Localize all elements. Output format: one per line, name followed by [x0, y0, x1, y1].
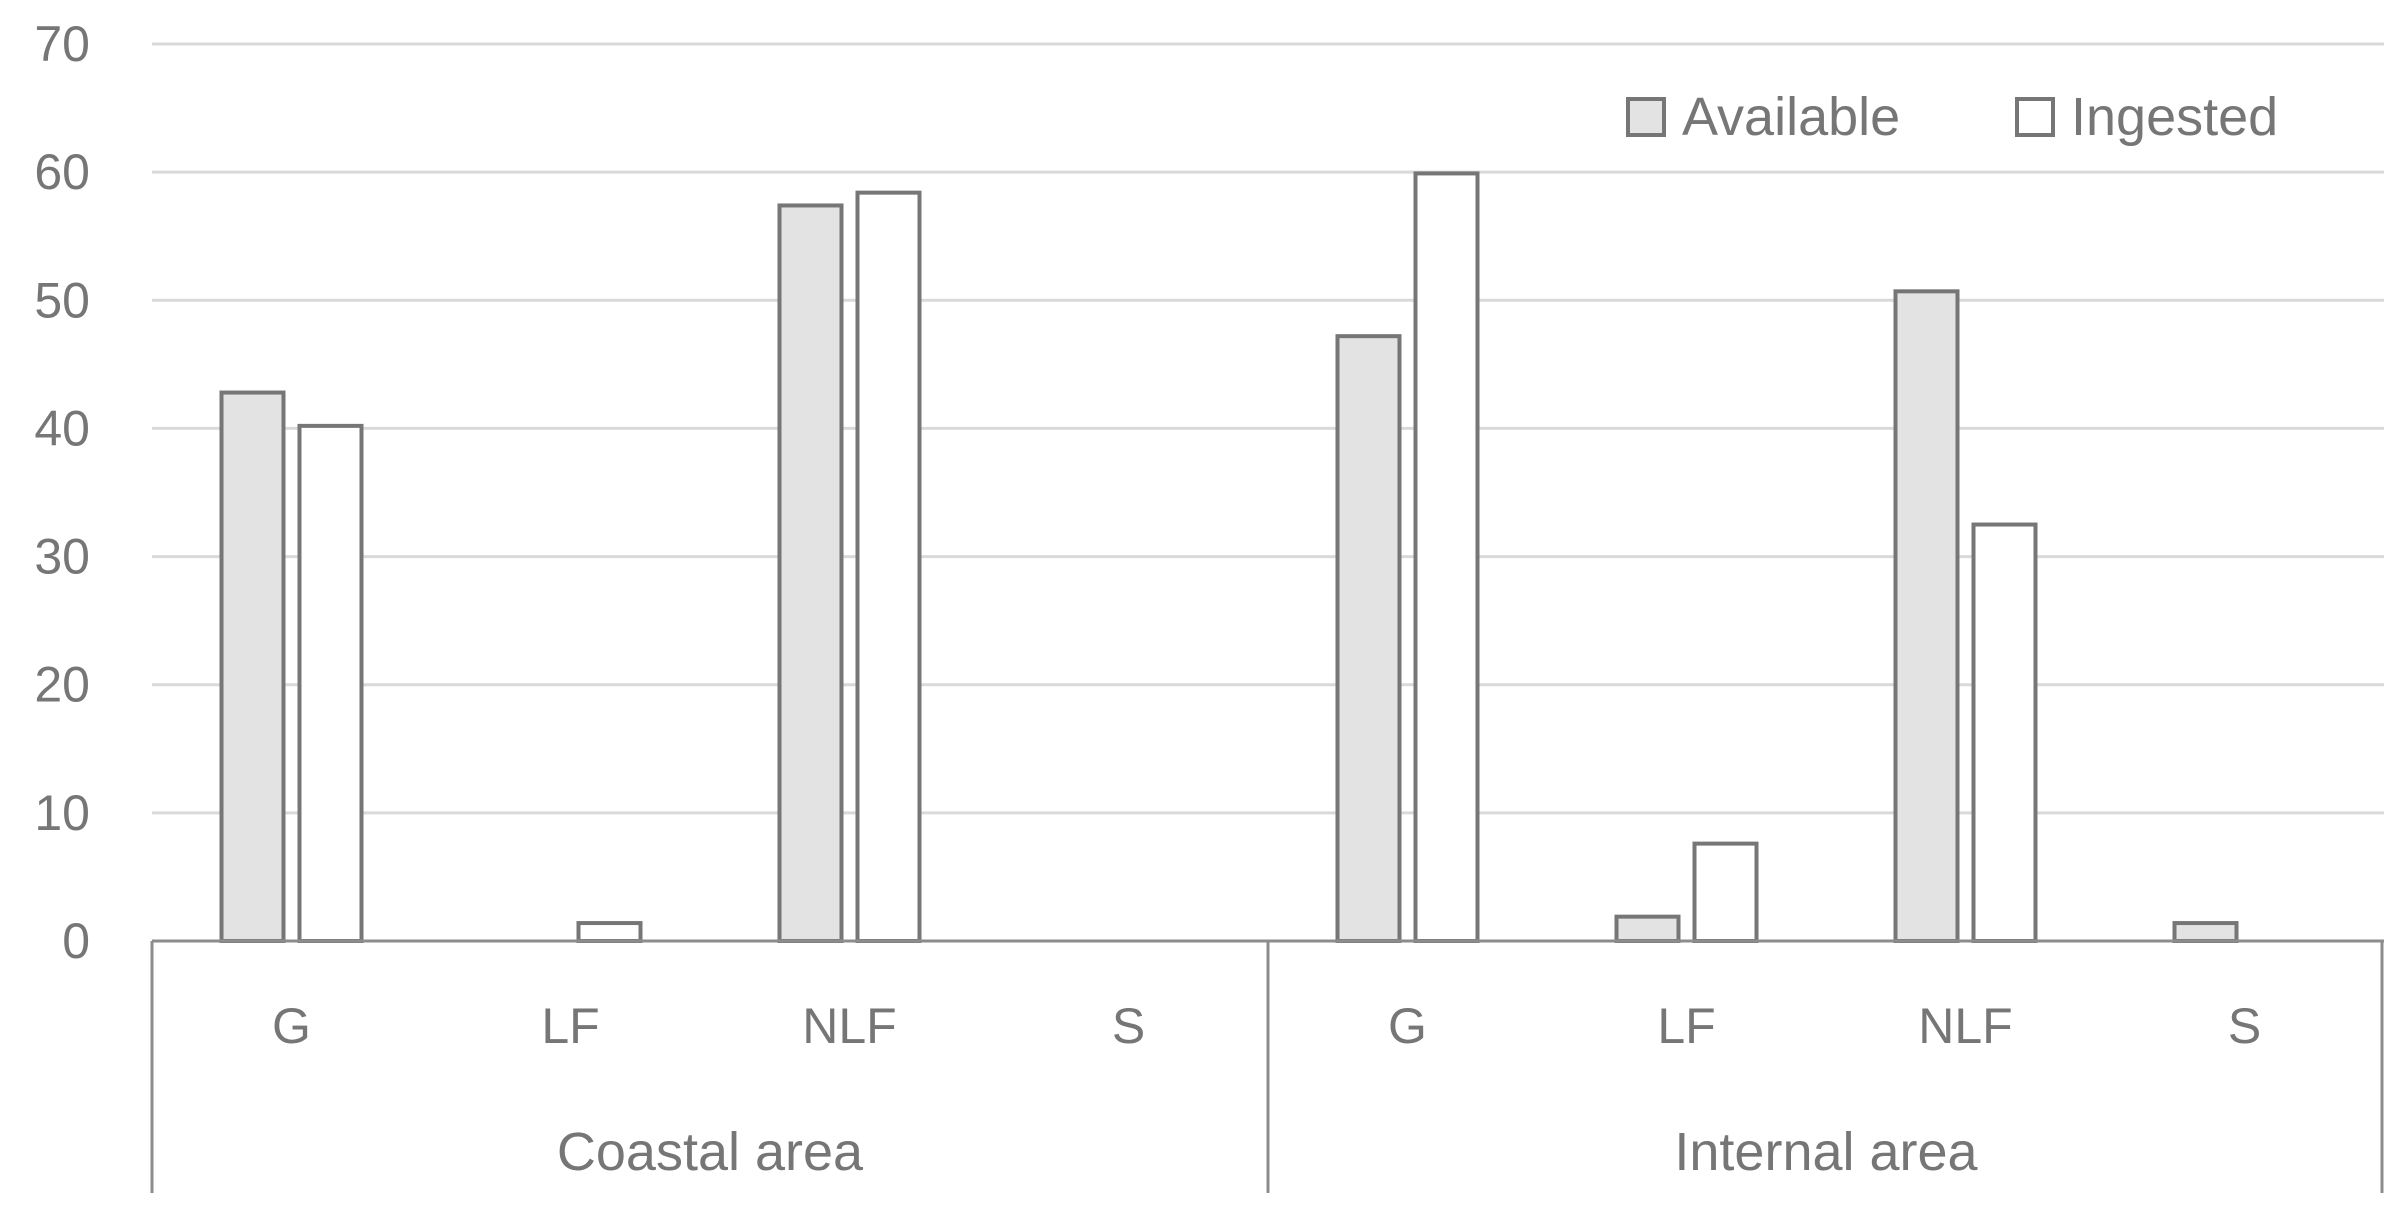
bar-available-nlf — [1893, 289, 1960, 943]
y-tick-label: 20 — [34, 657, 90, 713]
bar-available-g — [219, 390, 286, 943]
legend-label-available: Available — [1682, 87, 1900, 147]
x-group-label: Internal area — [1674, 1122, 1978, 1182]
y-tick-label: 70 — [34, 16, 90, 72]
x-category-label: LF — [541, 998, 599, 1054]
x-category-label: G — [272, 998, 311, 1054]
bar-ingested-lf — [576, 921, 643, 943]
legend-label-ingested: Ingested — [2071, 87, 2278, 147]
x-category-label: G — [1388, 998, 1427, 1054]
y-tick-label: 30 — [34, 529, 90, 585]
bar-available-nlf — [777, 203, 844, 943]
legend-swatch-ingested — [2015, 97, 2055, 137]
bar-ingested-nlf — [855, 190, 922, 944]
gridlines — [152, 42, 2384, 815]
y-tick-label: 60 — [34, 144, 90, 200]
bar-ingested-nlf — [1971, 522, 2038, 943]
bar-available-s — [2172, 921, 2239, 943]
x-category-label: LF — [1657, 998, 1715, 1054]
x-axis — [150, 939, 2384, 1193]
x-category-label: NLF — [1918, 998, 2012, 1054]
y-tick-label: 0 — [62, 913, 90, 969]
bar-ingested-lf — [1692, 841, 1759, 944]
legend-swatch-available — [1626, 97, 1666, 137]
bar-available-g — [1335, 334, 1402, 943]
y-axis-tick-labels: 0 10 20 30 40 50 60 70 — [34, 16, 90, 969]
x-group-label: Coastal area — [557, 1122, 864, 1182]
bar-ingested-g — [297, 423, 364, 943]
legend: Available Ingested — [1626, 87, 2278, 147]
y-tick-label: 10 — [34, 785, 90, 841]
x-category-label: S — [1112, 998, 1145, 1054]
y-tick-label: 40 — [34, 400, 90, 456]
bar-available-lf — [1614, 914, 1681, 943]
x-category-label: NLF — [802, 998, 896, 1054]
x-category-label: S — [2228, 998, 2261, 1054]
y-tick-label: 50 — [34, 272, 90, 328]
bar-ingested-g — [1413, 171, 1480, 944]
x-axis-labels: G LF NLF S G LF NLF S Coastal area Internal area — [272, 998, 2261, 1182]
